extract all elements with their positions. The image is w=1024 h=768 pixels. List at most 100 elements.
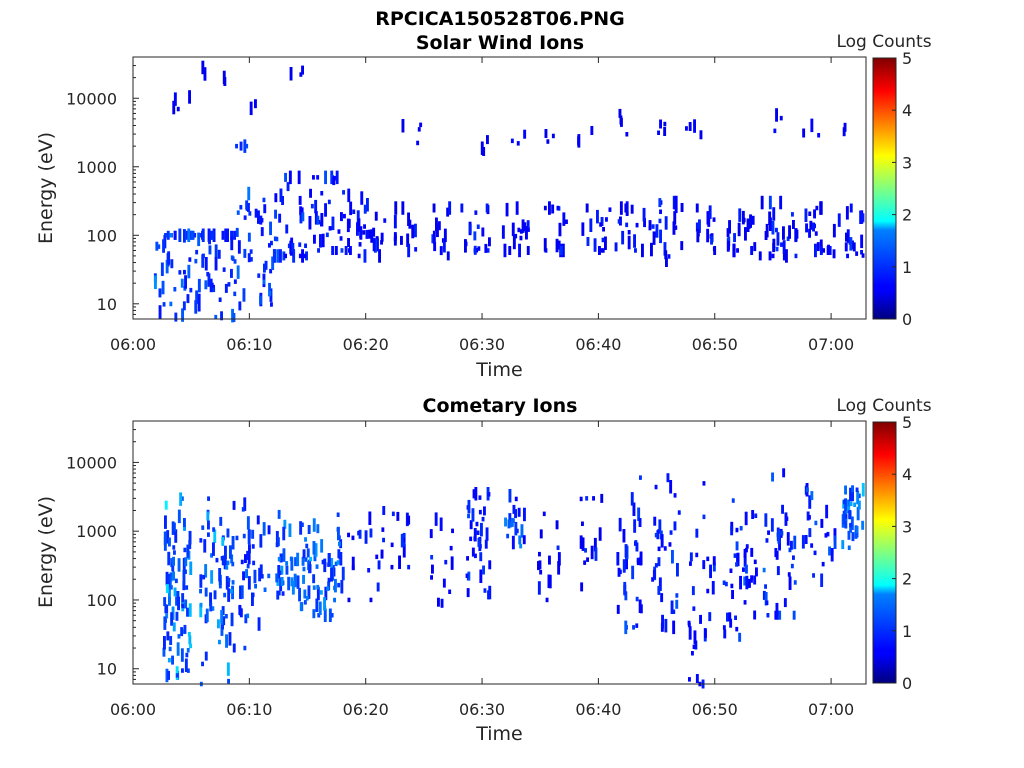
spectrogram-cell bbox=[559, 246, 563, 255]
spectrogram-cell bbox=[430, 575, 433, 580]
spectrogram-cell bbox=[517, 507, 521, 517]
spectrogram-cell bbox=[271, 256, 275, 270]
spectrogram-cell bbox=[291, 242, 295, 252]
spectrogram-cell bbox=[181, 668, 184, 673]
spectrogram-cell bbox=[827, 244, 830, 254]
spectrogram-cell bbox=[804, 535, 808, 544]
spectrogram-cell bbox=[279, 553, 283, 563]
y-axis-ticks: 10 100 1000 10000 bbox=[66, 420, 139, 685]
spectrogram-cell bbox=[654, 532, 658, 538]
spectrogram-cell bbox=[243, 248, 247, 258]
spectrogram-cell bbox=[581, 521, 584, 526]
spectrogram-cell bbox=[187, 264, 191, 279]
spectrogram-cell bbox=[762, 567, 766, 573]
spectrogram-cell bbox=[281, 196, 284, 205]
spectrogram-cell bbox=[810, 118, 814, 133]
spectrogram-cell bbox=[315, 598, 319, 612]
spectrogram-cell bbox=[208, 245, 212, 255]
spectrogram-cell bbox=[736, 552, 740, 567]
spectrogram-cell bbox=[239, 205, 243, 210]
spectrogram-cell bbox=[473, 231, 477, 241]
spectrogram-cell bbox=[314, 543, 318, 557]
spectrogram-cell bbox=[486, 135, 489, 145]
spectrogram-cell bbox=[227, 577, 231, 583]
spectrogram-cell bbox=[667, 254, 671, 259]
spectrogram-cell bbox=[658, 218, 662, 224]
spectrogram-cell bbox=[321, 233, 325, 248]
spectrogram-cell bbox=[269, 221, 272, 236]
spectrogram-cell bbox=[222, 616, 226, 626]
spectrogram-cell bbox=[730, 583, 734, 589]
spectrogram-cell bbox=[390, 542, 394, 548]
spectrogram-cell bbox=[268, 243, 271, 248]
spectrogram-cell bbox=[768, 195, 772, 210]
spectrogram-cell bbox=[849, 203, 853, 213]
spectrogram-cell bbox=[851, 485, 854, 495]
spectrogram-cell bbox=[171, 562, 175, 572]
spectrogram-cell bbox=[816, 242, 820, 252]
spectrogram-cell bbox=[764, 513, 768, 527]
spectrogram-cell bbox=[274, 193, 278, 203]
spectrogram-cell bbox=[194, 258, 198, 264]
colorbar bbox=[872, 57, 897, 320]
spectrogram-cell bbox=[624, 544, 628, 558]
spectrogram-cell bbox=[190, 230, 194, 240]
spectrogram-cell bbox=[784, 512, 788, 526]
spectrogram-cell bbox=[180, 648, 184, 662]
spectrogram-cell bbox=[672, 221, 676, 235]
spectrogram-cell bbox=[467, 513, 470, 519]
spectrogram-cell bbox=[267, 573, 271, 579]
spectrogram-cell bbox=[347, 238, 350, 247]
spectrogram-cell bbox=[638, 557, 642, 563]
spectrogram-cell bbox=[230, 268, 233, 278]
spectrogram-cell bbox=[212, 287, 216, 293]
spectrogram-cell bbox=[781, 504, 784, 514]
spectrogram-cell bbox=[636, 560, 640, 566]
spectrogram-cell bbox=[300, 522, 304, 527]
spectrogram-cell bbox=[651, 224, 655, 229]
spectrogram-cell bbox=[601, 248, 605, 253]
spectrogram-cell bbox=[175, 666, 179, 680]
spectrogram-cell bbox=[224, 545, 227, 560]
spectrogram-cell bbox=[176, 642, 180, 656]
spectrogram-cell bbox=[305, 543, 309, 549]
colorbar-tick-label: 1 bbox=[902, 622, 912, 641]
spectrogram-cell bbox=[778, 537, 781, 551]
spectrogram-cell bbox=[183, 229, 186, 243]
spectrogram-cell bbox=[227, 282, 231, 287]
spectrogram-cell bbox=[844, 485, 847, 495]
spectrogram-cell bbox=[551, 133, 555, 139]
spectrogram-cell bbox=[417, 127, 421, 132]
spectrogram-cell bbox=[183, 269, 186, 275]
spectrogram-cell bbox=[232, 500, 236, 510]
spectrogram-cell bbox=[298, 587, 301, 602]
y-tick-label: 10 bbox=[97, 660, 117, 679]
spectrogram-cell bbox=[735, 527, 739, 533]
spectrogram-cell bbox=[182, 301, 186, 311]
spectrogram-cell bbox=[726, 612, 729, 622]
spectrogram-cell bbox=[691, 586, 695, 596]
spectrogram-cell bbox=[624, 203, 628, 213]
spectrogram-cell bbox=[849, 501, 853, 507]
spectrogram-cell bbox=[793, 580, 797, 585]
spectrogram-cell bbox=[466, 588, 470, 598]
spectrogram-cell bbox=[289, 67, 293, 81]
spectrogram-cell bbox=[267, 525, 271, 535]
spectrogram-cell bbox=[376, 582, 380, 592]
spectrogram-cell bbox=[204, 651, 208, 661]
spectrogram-cell bbox=[638, 518, 642, 527]
spectrogram-cell bbox=[281, 591, 285, 596]
spectrogram-cell bbox=[195, 249, 199, 255]
spectrogram-cell bbox=[632, 502, 636, 516]
spectrogram-cell bbox=[790, 563, 794, 569]
spectrogram-cell bbox=[792, 220, 795, 229]
spectrogram-cell bbox=[779, 195, 783, 210]
spectrogram-cell bbox=[321, 559, 325, 565]
spectrogram-cell bbox=[437, 221, 441, 231]
spectrogram-cell bbox=[828, 546, 831, 556]
spectrogram-cell bbox=[289, 242, 293, 256]
spectrogram-cell bbox=[777, 530, 781, 544]
spectrogram-cell bbox=[254, 99, 257, 109]
spectrogram-cell bbox=[290, 577, 294, 587]
spectrogram-cell bbox=[324, 586, 328, 601]
